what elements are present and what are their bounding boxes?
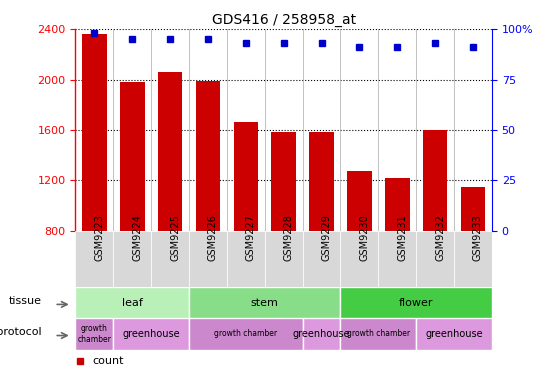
Bar xyxy=(113,318,189,350)
Text: GSM9230: GSM9230 xyxy=(359,214,369,261)
Bar xyxy=(423,130,447,331)
Text: GSM9228: GSM9228 xyxy=(284,214,293,261)
Bar xyxy=(461,187,485,331)
Text: GSM9227: GSM9227 xyxy=(246,214,256,261)
Text: GSM9223: GSM9223 xyxy=(94,214,105,261)
Bar xyxy=(302,318,340,350)
Text: greenhouse: greenhouse xyxy=(122,329,180,339)
Text: growth chamber: growth chamber xyxy=(214,329,277,339)
Text: GSM9229: GSM9229 xyxy=(321,214,331,261)
Bar xyxy=(454,231,492,287)
Bar xyxy=(120,82,145,331)
Bar xyxy=(378,231,416,287)
Bar xyxy=(75,287,189,318)
Bar xyxy=(82,34,107,331)
Bar xyxy=(302,231,340,287)
Text: stem: stem xyxy=(251,298,279,308)
Bar xyxy=(265,231,302,287)
Text: GSM9233: GSM9233 xyxy=(473,214,483,261)
Bar xyxy=(340,287,492,318)
Bar xyxy=(227,231,265,287)
Text: tissue: tissue xyxy=(8,296,41,306)
Text: count: count xyxy=(92,356,124,366)
Text: growth chamber: growth chamber xyxy=(347,329,410,339)
Bar xyxy=(189,231,227,287)
Bar xyxy=(196,81,220,331)
Bar xyxy=(340,318,416,350)
Bar xyxy=(158,72,182,331)
Text: GSM9231: GSM9231 xyxy=(397,214,408,261)
Text: GSM9226: GSM9226 xyxy=(208,214,218,261)
Bar xyxy=(189,287,340,318)
Bar xyxy=(309,132,334,331)
Text: growth protocol: growth protocol xyxy=(0,328,41,337)
Text: greenhouse: greenhouse xyxy=(425,329,483,339)
Bar xyxy=(385,178,410,331)
Bar xyxy=(347,171,372,331)
Bar xyxy=(416,318,492,350)
Bar xyxy=(151,231,189,287)
Text: GSM9225: GSM9225 xyxy=(170,214,180,261)
Bar xyxy=(416,231,454,287)
Bar xyxy=(189,318,302,350)
Bar xyxy=(340,231,378,287)
Bar xyxy=(271,132,296,331)
Text: greenhouse: greenhouse xyxy=(293,329,350,339)
Title: GDS416 / 258958_at: GDS416 / 258958_at xyxy=(212,13,356,27)
Bar xyxy=(234,122,258,331)
Text: GSM9232: GSM9232 xyxy=(435,214,445,261)
Text: GSM9224: GSM9224 xyxy=(132,214,142,261)
Text: leaf: leaf xyxy=(122,298,143,308)
Text: flower: flower xyxy=(399,298,433,308)
Bar xyxy=(75,231,113,287)
Bar xyxy=(113,231,151,287)
Bar xyxy=(75,318,113,350)
Text: growth
chamber: growth chamber xyxy=(78,324,111,344)
